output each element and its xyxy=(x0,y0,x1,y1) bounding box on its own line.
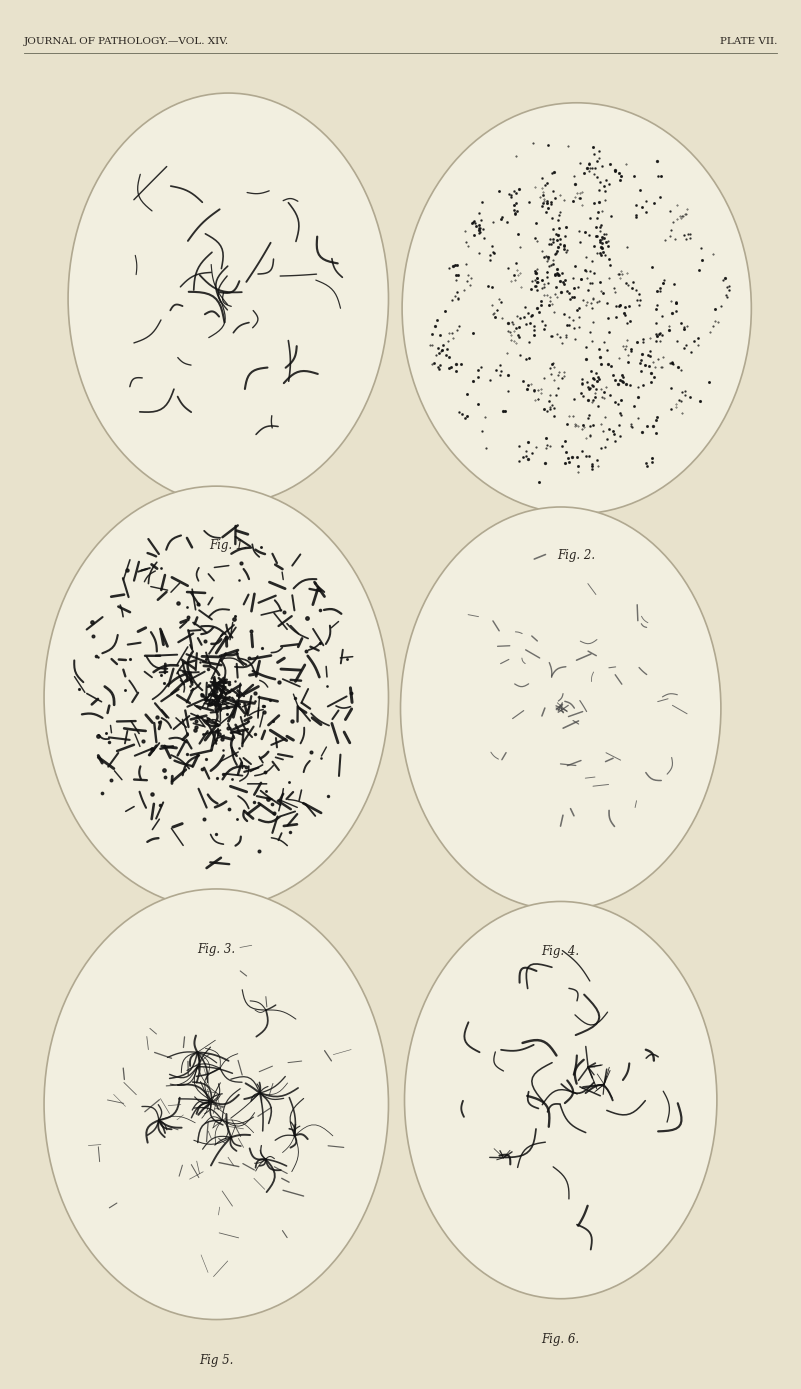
Ellipse shape xyxy=(400,507,721,910)
Ellipse shape xyxy=(405,901,717,1299)
Ellipse shape xyxy=(44,486,388,908)
Text: Fig. 1.: Fig. 1. xyxy=(209,539,248,551)
Text: Fig. 3.: Fig. 3. xyxy=(197,943,235,956)
Text: PLATE VII.: PLATE VII. xyxy=(719,38,777,46)
Text: Fig. 6.: Fig. 6. xyxy=(541,1333,580,1346)
Text: Fig 5.: Fig 5. xyxy=(199,1354,233,1367)
Text: Fig. 2.: Fig. 2. xyxy=(557,549,596,561)
Ellipse shape xyxy=(68,93,388,504)
Ellipse shape xyxy=(402,103,751,514)
Text: JOURNAL OF PATHOLOGY.—VOL. XIV.: JOURNAL OF PATHOLOGY.—VOL. XIV. xyxy=(24,38,229,46)
Text: Fig. 4.: Fig. 4. xyxy=(541,945,580,957)
Ellipse shape xyxy=(44,889,388,1320)
